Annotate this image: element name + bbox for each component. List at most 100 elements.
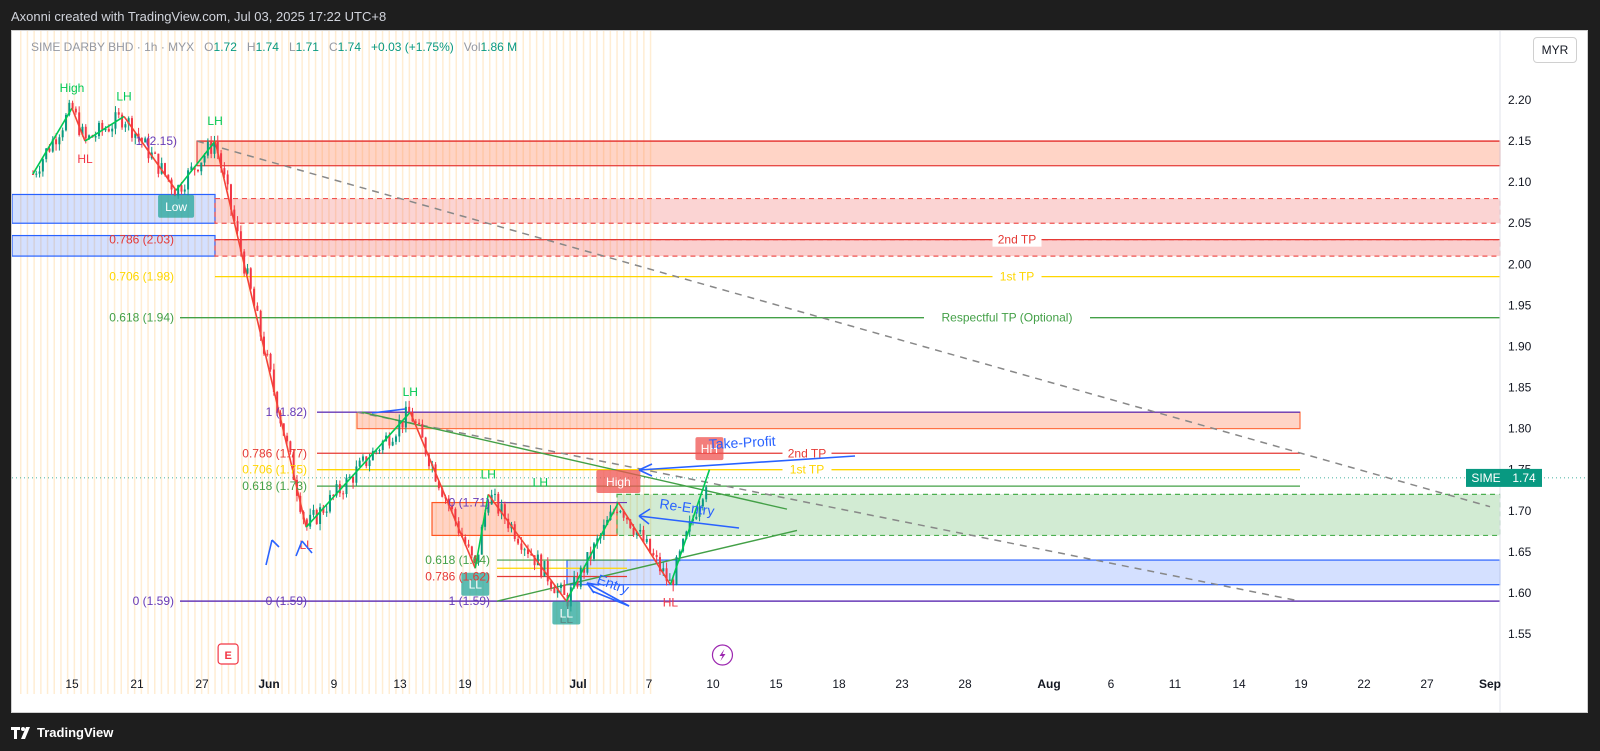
session-stripe [643,31,645,694]
session-stripe [87,31,89,694]
y-tick-label: 2.10 [1508,175,1532,189]
y-axis: 2.202.152.102.052.001.951.901.851.801.75… [1466,31,1542,712]
dashed-trendline-minor [356,411,1301,602]
arrow-stroke [371,408,406,414]
y-tick-label: 1.95 [1508,298,1532,312]
close-value: 1.74 [337,40,362,54]
y-tick-label: 1.60 [1508,586,1532,600]
zigzag-segment [474,494,490,569]
session-stripe [308,31,310,694]
candle-body [550,581,553,589]
candle-body [97,122,100,137]
horizontal-lines [12,140,1587,602]
candle-body [81,126,84,135]
candle-body [196,169,199,172]
session-stripe [535,31,538,694]
arrow-stroke [638,508,651,517]
candle-body [427,454,430,467]
top-bar: Axonni created with TradingView.com, Jul… [0,0,1600,30]
session-stripe [368,31,370,694]
candle-body [213,141,216,154]
swing-labels: High LH LH HL LL LH LH LH LL HL [60,81,679,626]
x-tick-label: Jun [258,677,279,691]
fib-label: 0.618 (1.64) [425,553,490,567]
session-stripe [207,31,210,694]
candle-body [523,549,526,551]
candle-body [177,185,180,197]
session-stripe [616,31,618,694]
candle-body [210,141,213,154]
session-stripe [180,31,183,694]
session-stripe [93,31,96,694]
session-stripe [348,31,350,694]
x-tick-label: 15 [65,677,79,691]
x-tick-label: Sep [1479,677,1501,691]
arrow-stroke [591,590,630,607]
channel-lower [496,529,798,602]
x-tick-label: 9 [331,677,338,691]
arrow-stroke [638,455,856,471]
x-tick-label: 11 [1169,677,1182,691]
currency-button[interactable]: MYR [1533,37,1577,63]
session-stripe [495,31,498,694]
tradingview-logo-icon [11,726,30,739]
candle-body [625,517,628,520]
candle-body [658,557,661,572]
session-stripe [200,31,203,694]
supply-zone-recent [356,411,1301,430]
demand-zone-blue [566,559,1501,586]
chart-area[interactable]: HighLHLHHLLLLHLHLHLLHLLowHHHighLLLL1 (2.… [11,30,1588,713]
candle-body [104,129,107,131]
candle-body [477,554,480,563]
candle-body [71,102,74,109]
x-tick-label: 13 [393,677,407,691]
candle-body [398,420,401,437]
arrow-stroke [586,582,630,607]
candle-body [381,441,384,451]
candle-body [157,153,160,174]
candle-body [507,518,510,529]
tradingview-logo[interactable]: TradingView [11,725,113,740]
session-stripe [53,31,55,694]
candle-body [107,129,110,132]
session-stripe [636,31,638,694]
boxed-label-bg [461,572,490,596]
session-stripe [267,31,270,694]
volume-label: Vol [463,40,481,54]
candle-body [394,436,397,442]
y-tick-label: 2.15 [1508,134,1532,148]
candle-body [229,184,232,210]
candle-body [355,466,358,483]
fib-label: 0.706 (1.98) [109,270,174,284]
session-stripe [468,31,471,694]
candle-body [38,171,41,174]
swing-label: High [60,81,85,95]
x-tick-label: 14 [1232,677,1246,691]
symbol-label[interactable]: SIME DARBY BHD · 1h · MYX [31,40,195,54]
session-stripe [341,31,344,694]
candle-body [619,510,622,513]
candle-body [451,505,454,510]
session-stripe [73,31,76,694]
candle-body [701,499,704,507]
arrow-stroke [265,539,273,566]
candle-body [441,488,444,497]
candle-body [35,173,38,175]
session-stripe [20,31,22,694]
session-stripe [428,31,431,694]
price-chart[interactable]: HighLHLHHLLLLHLHLHLLHLLowHHHighLLLL1 (2.… [12,31,1587,712]
zigzag-segment [123,115,177,191]
session-stripe [127,31,129,694]
x-tick-label: 6 [1108,677,1115,691]
session-stripe [214,31,216,694]
session-stripe [247,31,250,694]
candle-body [253,288,256,306]
y-tick-label: 1.85 [1508,381,1532,395]
session-stripe [629,31,632,694]
session-stripe [442,31,444,694]
candle-body [526,549,529,554]
boxed-labels: Low HH High LL LL [158,194,724,625]
candle-body [408,406,411,412]
session-stripe [174,31,176,694]
fib-label: 0.786 (1.62) [425,569,490,583]
